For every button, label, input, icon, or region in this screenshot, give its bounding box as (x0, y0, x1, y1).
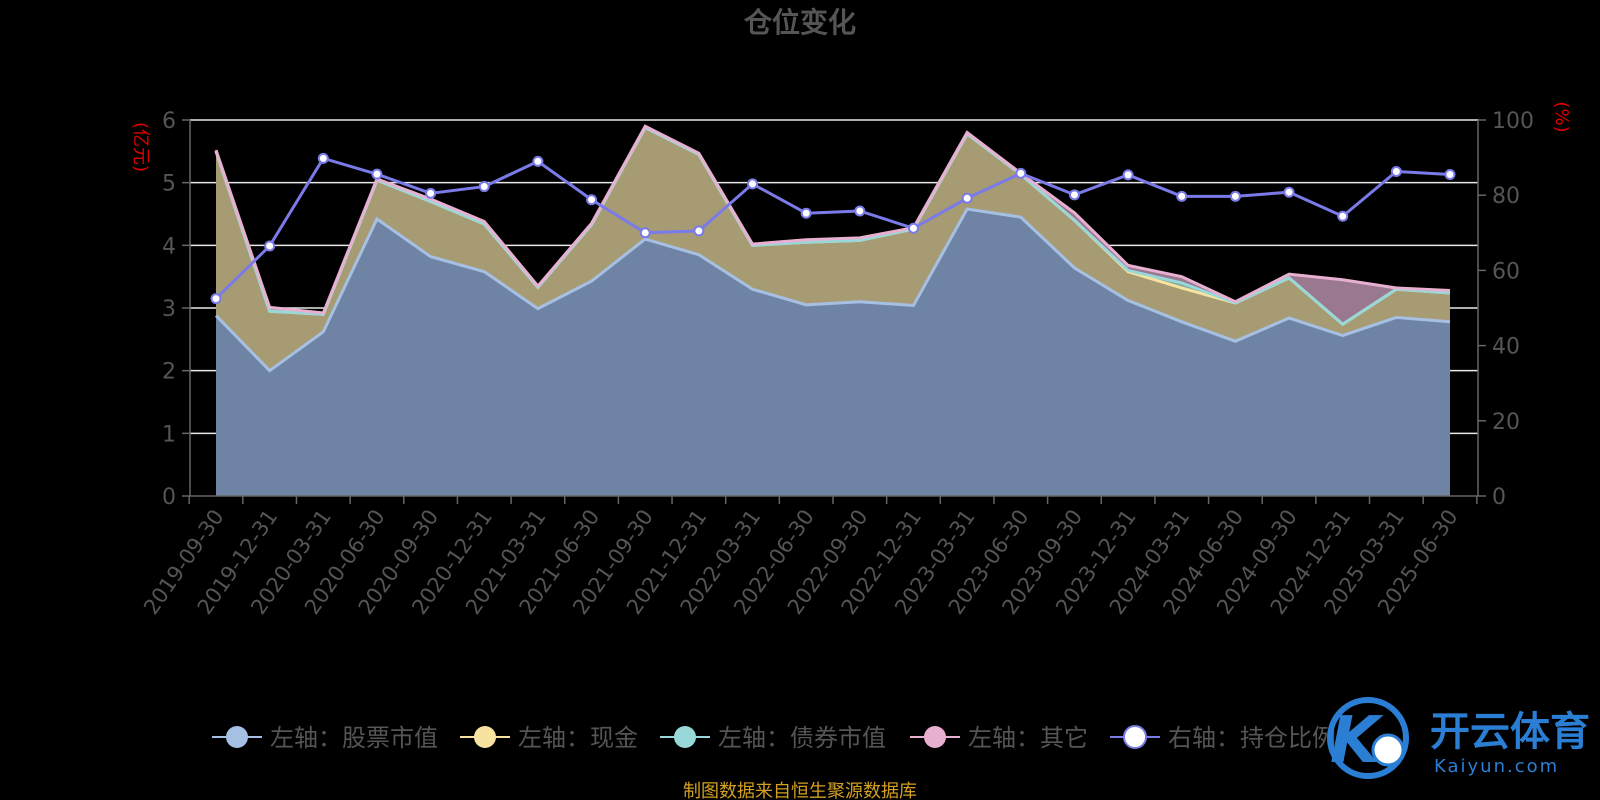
legend-label: 左轴：其它 (968, 724, 1088, 752)
ratio-point (1229, 190, 1241, 202)
area-左轴：其它 (216, 126, 1450, 325)
right-tick-label: 20 (1492, 410, 1520, 435)
legend-swatch-dot (474, 726, 496, 748)
ratio-point (961, 192, 973, 204)
left-tick-label: 6 (162, 109, 176, 134)
source-note: 制图数据来自恒生聚源数据库 (683, 781, 917, 800)
left-tick-label: 1 (162, 422, 176, 447)
watermark-sub-text: Kaiyun.com (1434, 756, 1559, 777)
ratio-point (800, 207, 812, 219)
left-tick-label: 4 (162, 234, 176, 259)
watermark-ball-icon (1371, 733, 1405, 767)
left-tick-label: 3 (162, 297, 176, 322)
line-左轴：其它 (214, 124, 1451, 315)
ratio-point (1015, 167, 1027, 179)
watermark-logo-ring (1327, 697, 1409, 779)
right-tick-label: 100 (1492, 109, 1534, 134)
left-tick-label: 5 (162, 172, 176, 197)
legend-label: 左轴：债券市值 (718, 724, 886, 752)
legend-swatch-dot (674, 726, 696, 748)
legend-swatch-dot (924, 726, 946, 748)
ratio-point (317, 152, 329, 164)
area-左轴：现金 (216, 127, 1450, 371)
ratio-point (1283, 186, 1295, 198)
ratio-point (1176, 190, 1188, 202)
ratio-points (210, 152, 1456, 305)
right-tick-label: 40 (1492, 335, 1520, 360)
left-axis-unit: (亿元) (130, 122, 151, 172)
watermark: K 开云体育 Kaiyun.com (1327, 697, 1590, 779)
ratio-point (532, 155, 544, 167)
ratio-point (639, 227, 651, 239)
legend-swatch-dot (1123, 725, 1147, 749)
left-tick-label: 0 (162, 485, 176, 510)
legend: 左轴：股票市值 左轴：现金 左轴：债券市值 左轴：其它 右轴：持仓比例 (212, 724, 1336, 752)
right-tick-label: 60 (1492, 259, 1520, 284)
legend-item[interactable]: 左轴：现金 (460, 724, 638, 752)
ratio-point (425, 187, 437, 199)
right-axis-unit: (%) (1551, 101, 1572, 132)
chart-title: 仓位变化 (744, 6, 856, 39)
line-ratio (214, 156, 1451, 300)
ratio-point (371, 168, 383, 180)
ratio-point (210, 293, 222, 305)
series-lines (214, 124, 1451, 373)
legend-label: 右轴：持仓比例 (1168, 724, 1336, 752)
watermark-main-text: 开云体育 (1430, 709, 1590, 755)
legend-item[interactable]: 左轴：股票市值 (212, 724, 438, 752)
ratio-point (1122, 169, 1134, 181)
right-tick-label: 0 (1492, 485, 1506, 510)
legend-label: 左轴：股票市值 (270, 724, 438, 752)
line-左轴：股票市值 (214, 207, 1451, 373)
legend-item[interactable]: 右轴：持仓比例 (1110, 724, 1336, 752)
ratio-point (478, 181, 490, 193)
ratio-point (1444, 169, 1456, 181)
ratio-point (1337, 210, 1349, 222)
ratio-point (854, 205, 866, 217)
legend-label: 左轴：现金 (518, 724, 638, 752)
ratio-point (693, 225, 705, 237)
ratio-point (1390, 166, 1402, 178)
ratio-point (264, 240, 276, 252)
right-tick-label: 80 (1492, 184, 1520, 209)
legend-item[interactable]: 左轴：债券市值 (660, 724, 886, 752)
legend-swatch-dot (226, 726, 248, 748)
ratio-point (907, 222, 919, 234)
ratio-point (1068, 189, 1080, 201)
legend-item[interactable]: 左轴：其它 (910, 724, 1088, 752)
left-tick-label: 2 (162, 360, 176, 385)
ratio-point (747, 178, 759, 190)
area-左轴：股票市值 (216, 208, 1450, 496)
ratio-point (586, 194, 598, 206)
